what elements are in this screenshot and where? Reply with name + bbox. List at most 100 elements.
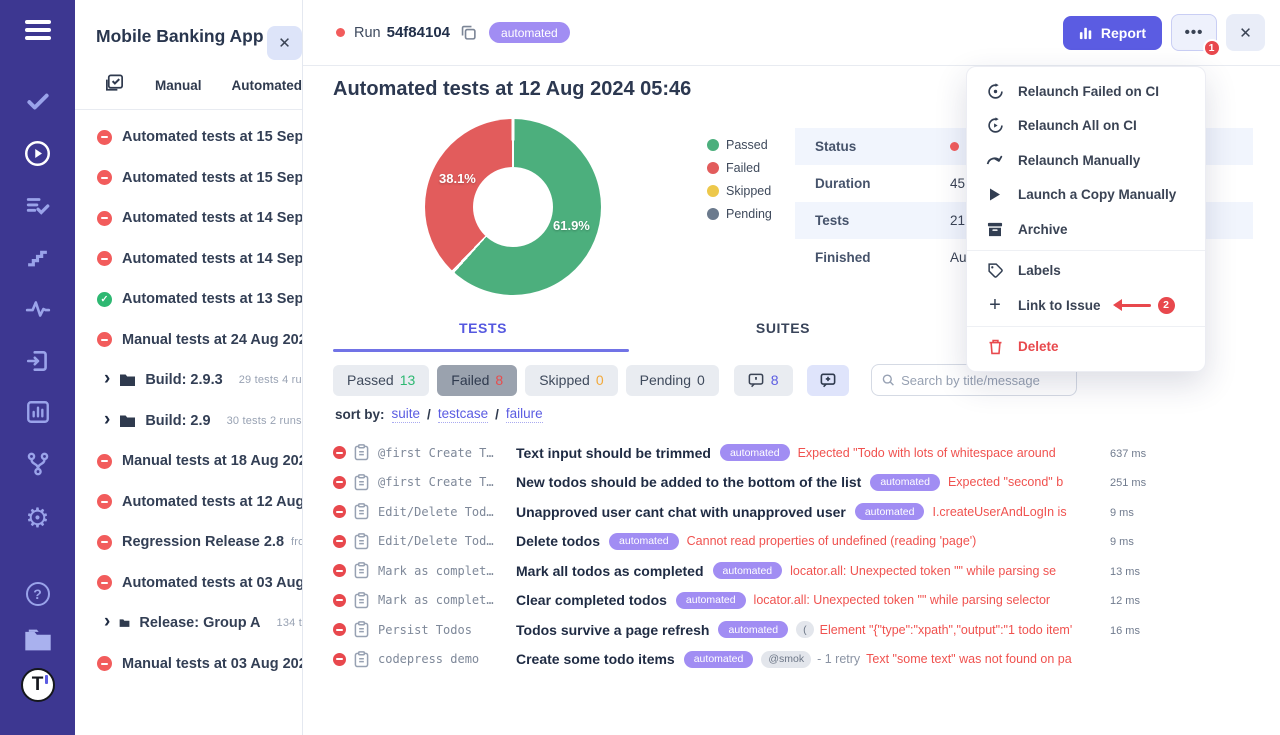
settings-gear-icon[interactable]: ⚙ xyxy=(25,503,50,533)
sort-by-suite[interactable]: suite xyxy=(391,406,421,423)
table-row[interactable]: @first Create T… Text input should be tri… xyxy=(333,438,1176,468)
list-item[interactable]: Automated tests at 12 Aug xyxy=(75,482,302,523)
menu-item-launch-copy[interactable]: Launch a Copy Manually xyxy=(967,178,1205,213)
list-item[interactable]: ✓ Automated tests at 13 Sep xyxy=(75,279,302,320)
folder-icon xyxy=(120,374,136,387)
test-title: Delete todos xyxy=(516,533,601,550)
search-box[interactable] xyxy=(870,364,1077,396)
testcase-icon xyxy=(354,503,369,520)
relaunch-failed-icon xyxy=(985,83,1005,100)
menu-item-link-to-issue[interactable]: + Link to Issue 2 xyxy=(967,288,1205,323)
trash-icon xyxy=(985,339,1005,355)
close-run-button[interactable]: ✕ xyxy=(1226,14,1265,51)
run-group-item[interactable]: › Release: Group A 134 t xyxy=(75,603,302,644)
pull-in-icon[interactable] xyxy=(0,348,75,374)
list-item[interactable]: Automated tests at 14 Sep xyxy=(75,239,302,280)
filter-skipped-button[interactable]: Skipped 0 xyxy=(525,364,618,396)
multi-select-icon[interactable] xyxy=(104,73,125,97)
failed-status-icon xyxy=(97,129,112,145)
list-item[interactable]: Automated tests at 15 Sep xyxy=(75,117,302,158)
comments-filter-button[interactable]: 8 xyxy=(733,364,793,396)
table-row[interactable]: @first Create T… New todos should be adde… xyxy=(333,468,1176,498)
list-item[interactable]: Regression Release 2.8 fron xyxy=(75,522,302,563)
failed-dot xyxy=(707,162,719,174)
chevron-right-icon: › xyxy=(104,408,111,430)
relaunch-all-icon xyxy=(985,117,1005,134)
run-detail-main: Run 54f84104 automated Report ••• 1 ✕ Aut… xyxy=(303,0,1280,735)
list-item[interactable]: Manual tests at 18 Aug 2024 xyxy=(75,441,302,482)
list-item[interactable]: Automated tests at 03 Aug xyxy=(75,563,302,604)
list-item[interactable]: Manual tests at 03 Aug 2024 xyxy=(75,644,302,685)
tab-manual[interactable]: Manual xyxy=(155,77,202,93)
list-item[interactable]: Automated tests at 15 Sep xyxy=(75,158,302,199)
pending-dot xyxy=(707,208,719,220)
group-meta: 29 tests 4 ru xyxy=(238,374,302,387)
testomat-logo[interactable]: T xyxy=(0,668,75,702)
filter-pending-button[interactable]: Pending 0 xyxy=(625,364,719,396)
menu-item-delete[interactable]: Delete xyxy=(967,330,1205,365)
branches-icon[interactable] xyxy=(0,451,75,477)
suite-name: Persist Todos xyxy=(378,622,472,637)
sort-by-failure[interactable]: failure xyxy=(505,406,543,423)
filter-failed-button[interactable]: Failed 8 xyxy=(437,364,518,396)
failed-status-icon xyxy=(97,656,112,672)
test-title: Unapproved user cant chat with unapprove… xyxy=(516,503,846,520)
table-row[interactable]: Mark as complet… Mark all todos as comple… xyxy=(333,556,1176,586)
search-input[interactable] xyxy=(901,372,1066,388)
menu-item-relaunch-manually[interactable]: Relaunch Manually xyxy=(967,143,1205,178)
more-actions-button[interactable]: ••• 1 xyxy=(1171,14,1221,57)
automated-badge: automated xyxy=(675,591,746,609)
run-label: Automated tests at 14 Sep xyxy=(122,210,302,227)
report-button[interactable]: Report xyxy=(1062,15,1162,50)
table-row[interactable]: Edit/Delete Tod… Unapproved user cant cha… xyxy=(333,497,1176,527)
list-item[interactable]: Manual tests at 24 Aug 2024 xyxy=(75,320,302,361)
tab-suites[interactable]: SUITES xyxy=(755,320,811,336)
steps-icon[interactable] xyxy=(0,245,75,270)
run-group-item[interactable]: › Build: 2.9.3 29 tests 4 ru xyxy=(75,360,302,401)
duration-ms: 16 ms xyxy=(1110,624,1140,637)
menu-item-relaunch-all[interactable]: Relaunch All on CI xyxy=(967,109,1205,144)
failed-test-icon xyxy=(333,505,346,519)
tests-check-icon[interactable] xyxy=(0,88,75,114)
add-comment-button[interactable] xyxy=(806,364,849,396)
automated-badge: automated xyxy=(870,473,940,491)
testcase-icon xyxy=(354,444,369,461)
sort-bar: sort by: suite / testcase / failure xyxy=(335,406,543,423)
group-label: Build: 2.9.3 xyxy=(145,372,223,389)
menu-item-relaunch-failed[interactable]: Relaunch Failed on CI xyxy=(967,74,1205,109)
projects-folder-icon[interactable] xyxy=(0,627,75,653)
table-row[interactable]: Mark as complet… Clear completed todos aut… xyxy=(333,586,1176,616)
pulse-icon[interactable] xyxy=(0,296,75,322)
menu-item-archive[interactable]: Archive xyxy=(967,212,1205,247)
run-label: Automated tests at 15 Sep xyxy=(122,169,302,186)
runs-play-icon[interactable] xyxy=(0,140,75,167)
report-label: Report xyxy=(1100,24,1146,41)
tab-automated[interactable]: Automated xyxy=(231,77,303,93)
run-group-item[interactable]: › Build: 2.9 30 tests 2 runs xyxy=(75,401,302,442)
filter-passed-button[interactable]: Passed 13 xyxy=(333,364,430,396)
table-row[interactable]: codepress demo Create some todo items auto… xyxy=(333,645,1176,675)
sort-by-testcase[interactable]: testcase xyxy=(437,406,489,423)
results-donut-chart: 38.1% 61.9% xyxy=(425,119,601,295)
failed-status-icon xyxy=(97,251,112,267)
copy-icon[interactable] xyxy=(460,24,477,41)
run-meta: fron xyxy=(291,536,302,549)
test-plans-icon[interactable] xyxy=(0,193,75,219)
tab-tests[interactable]: TESTS xyxy=(458,320,508,336)
close-project-button[interactable]: ✕ xyxy=(267,26,302,60)
menu-icon[interactable] xyxy=(0,16,75,44)
list-item[interactable]: Automated tests at 14 Sep xyxy=(75,198,302,239)
failed-status-icon xyxy=(97,575,112,591)
table-row[interactable]: Edit/Delete Tod… Delete todos automated Can… xyxy=(333,527,1176,557)
automated-badge: automated xyxy=(683,650,754,668)
play-icon xyxy=(985,188,1005,201)
menu-item-labels[interactable]: Labels xyxy=(967,254,1205,289)
run-label: Automated tests at 12 Aug xyxy=(122,493,302,510)
run-label: Regression Release 2.8 xyxy=(122,534,285,551)
analytics-icon[interactable] xyxy=(0,399,75,425)
failed-test-icon xyxy=(333,475,346,489)
help-icon[interactable]: ? xyxy=(0,582,75,606)
testcase-icon xyxy=(354,621,369,638)
table-row[interactable]: Persist Todos Todos survive a page refres… xyxy=(333,615,1176,645)
annotation-arrow xyxy=(1112,299,1151,312)
